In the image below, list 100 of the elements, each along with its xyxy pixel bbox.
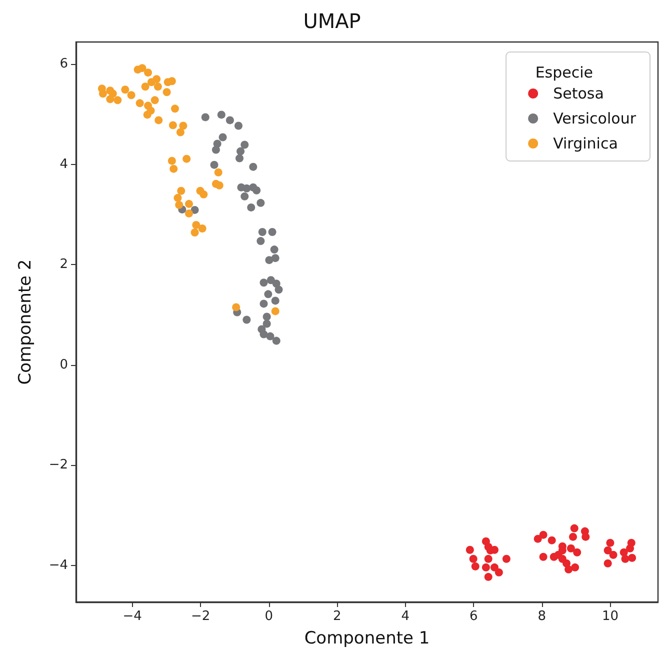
legend-label: Virginica xyxy=(553,134,618,152)
point xyxy=(490,563,498,572)
point xyxy=(539,552,548,561)
point xyxy=(226,116,234,124)
point xyxy=(628,554,636,562)
point xyxy=(539,530,548,539)
point xyxy=(138,64,146,72)
y-tick-label: 6 xyxy=(60,56,68,72)
point xyxy=(190,228,199,237)
point xyxy=(260,278,268,287)
point xyxy=(484,554,492,563)
point xyxy=(234,122,242,130)
x-tick-label: 2 xyxy=(332,609,342,624)
point xyxy=(256,198,265,207)
point xyxy=(217,110,226,119)
point xyxy=(242,316,251,324)
x-tick-label: 6 xyxy=(470,609,478,624)
point xyxy=(136,99,144,108)
point xyxy=(270,246,278,254)
point xyxy=(236,154,244,162)
point xyxy=(562,559,571,568)
legend-title: Especie xyxy=(535,64,593,82)
point xyxy=(271,254,280,262)
point xyxy=(154,82,162,91)
point xyxy=(215,181,224,190)
point xyxy=(256,237,265,246)
point xyxy=(484,572,492,581)
point xyxy=(262,312,271,321)
x-tick-label: 0 xyxy=(264,609,274,624)
point xyxy=(265,256,274,264)
point xyxy=(114,96,122,104)
point xyxy=(554,550,562,559)
point xyxy=(179,122,188,130)
chart-title: UMAP xyxy=(303,9,361,33)
y-tick-label: −2 xyxy=(48,458,68,473)
point xyxy=(177,186,186,195)
point xyxy=(482,563,490,572)
point xyxy=(471,562,480,570)
point xyxy=(606,538,614,547)
point xyxy=(264,290,272,298)
point xyxy=(175,200,184,209)
point xyxy=(162,88,171,96)
point xyxy=(168,121,177,130)
legend-label: Versicolour xyxy=(553,110,637,128)
point xyxy=(247,203,256,212)
point xyxy=(271,307,280,316)
x-tick-label: −2 xyxy=(191,609,210,624)
point xyxy=(190,206,199,214)
point xyxy=(262,320,271,328)
point xyxy=(252,186,261,194)
point xyxy=(144,68,152,77)
point xyxy=(176,128,184,136)
x-tick-label: −4 xyxy=(122,609,142,624)
point xyxy=(548,536,556,544)
point xyxy=(174,194,182,202)
point xyxy=(260,330,268,338)
point xyxy=(168,156,176,165)
y-tick-label: 2 xyxy=(60,257,68,272)
y-tick-label: 0 xyxy=(60,357,68,372)
y-tick-label: 4 xyxy=(60,156,68,172)
point xyxy=(266,276,275,284)
point xyxy=(184,200,193,208)
point xyxy=(214,168,222,176)
point xyxy=(566,544,575,552)
point xyxy=(210,160,218,169)
point xyxy=(201,113,210,122)
point xyxy=(154,116,163,124)
point xyxy=(271,296,280,305)
point xyxy=(98,90,107,98)
y-axis-title: Componente 2 xyxy=(16,259,36,385)
point xyxy=(502,554,510,563)
point xyxy=(274,286,283,294)
point xyxy=(184,209,193,218)
point xyxy=(212,146,220,154)
point xyxy=(571,563,580,572)
point xyxy=(621,554,630,563)
point xyxy=(268,228,276,236)
point xyxy=(218,133,227,142)
point xyxy=(604,546,612,554)
x-tick-label: 8 xyxy=(538,609,546,624)
point xyxy=(573,548,582,556)
point xyxy=(260,300,268,308)
point xyxy=(170,164,178,173)
point xyxy=(494,568,503,576)
point xyxy=(242,184,251,192)
point xyxy=(171,104,179,113)
point xyxy=(152,75,161,84)
point xyxy=(200,190,208,198)
point xyxy=(534,534,542,543)
point xyxy=(182,154,191,163)
point xyxy=(627,538,636,547)
point xyxy=(466,546,474,554)
x-axis-title: Componente 1 xyxy=(304,628,430,648)
point xyxy=(144,102,152,110)
point xyxy=(192,220,200,229)
point xyxy=(141,82,150,91)
point xyxy=(249,162,258,171)
point xyxy=(272,336,280,345)
point xyxy=(150,96,159,104)
point xyxy=(604,559,612,568)
